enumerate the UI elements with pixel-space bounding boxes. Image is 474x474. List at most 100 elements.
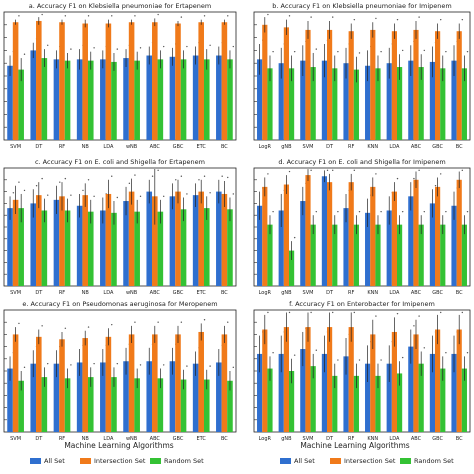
outlier-point <box>157 321 159 323</box>
bar-all-abc <box>146 191 153 286</box>
bar-all-etc <box>192 363 199 432</box>
bar-random-rf <box>353 375 359 432</box>
outlier-point <box>232 366 235 369</box>
outlier-point <box>23 53 26 55</box>
bar-random-lda <box>396 67 403 140</box>
bar-random-lda <box>111 212 117 286</box>
bar-all-dt <box>321 176 328 286</box>
bar-all-dt <box>321 353 328 432</box>
bar-random-gbc <box>180 59 187 140</box>
bar-intersection-lda <box>105 336 112 432</box>
bar-random-bc <box>227 209 233 286</box>
bar-all-wnb <box>123 201 129 286</box>
bar-all-lda <box>386 210 392 286</box>
outlier-point <box>375 315 377 317</box>
outlier-point <box>466 50 469 53</box>
bar-all-bc <box>216 191 222 286</box>
bar-random-rf <box>64 378 71 432</box>
x-tick-label: LDA <box>103 436 114 442</box>
outlier-point <box>353 169 356 172</box>
bar-random-abc <box>418 224 424 286</box>
chart-title: e. Accuracy F1 on Pseudomonas aeruginosa… <box>22 300 217 308</box>
bar-intersection-rf <box>348 31 354 141</box>
legend-swatch-intersection <box>80 458 91 464</box>
outlier-point <box>380 359 382 361</box>
x-tick-label: NB <box>82 436 90 442</box>
bar-random-rf <box>64 60 71 140</box>
outlier-point <box>203 15 206 17</box>
legend-label-all: All Set <box>44 457 65 465</box>
bar-intersection-gbc <box>435 31 441 141</box>
bar-intersection-logr <box>262 186 268 286</box>
x-tick-label: RF <box>59 436 65 442</box>
bar-random-gnb <box>288 371 295 432</box>
x-tick-label: GBC <box>432 290 443 296</box>
outlier-point <box>209 44 211 46</box>
bar-intersection-bc <box>221 193 228 286</box>
outlier-point <box>111 323 113 326</box>
outlier-point <box>440 18 442 21</box>
outlier-point <box>358 210 361 213</box>
outlier-point <box>23 189 26 192</box>
outlier-point <box>18 181 20 183</box>
bar-random-gbc <box>180 209 187 286</box>
bar-intersection-gbc <box>435 329 441 432</box>
bar-intersection-abc <box>152 196 158 286</box>
outlier-point <box>47 362 49 365</box>
outlier-point <box>139 47 142 49</box>
x-tick-label: gNB <box>281 144 292 150</box>
x-tick-label: SVM <box>303 290 314 296</box>
x-tick-label: ABC <box>411 290 422 296</box>
bar-random-knn <box>375 224 381 286</box>
bar-intersection-logr <box>262 24 268 140</box>
x-tick-label: GBC <box>432 436 443 442</box>
legend-right: All Set Intersection Set Random Set <box>280 457 454 465</box>
x-tick-label: BC <box>456 436 463 442</box>
bar-all-etc <box>192 195 199 286</box>
x-tick-label: LDA <box>389 436 400 442</box>
bar-all-dt <box>321 60 328 140</box>
outlier-point <box>326 169 329 172</box>
x-tick-label: LDA <box>389 290 400 296</box>
bar-intersection-wnb <box>128 191 135 286</box>
bar-all-nb <box>76 59 83 140</box>
legend-label-intersection: Intersection Set <box>94 457 146 465</box>
bar-random-lda <box>396 224 403 286</box>
x-tick-label: RF <box>59 290 65 296</box>
bar-random-rf <box>64 210 71 286</box>
bar-intersection-bc <box>456 31 462 141</box>
x-tick-label: BC <box>221 290 228 296</box>
bar-intersection-dt <box>36 336 42 432</box>
x-tick-label: SVM <box>10 290 21 296</box>
outlier-point <box>418 315 420 317</box>
outlier-point <box>70 48 72 50</box>
x-tick-label: ABC <box>150 144 161 150</box>
x-tick-label: wNB <box>126 436 138 442</box>
bar-random-rf <box>353 69 359 140</box>
bar-all-etc <box>192 55 199 140</box>
outlier-point <box>134 15 136 17</box>
outlier-point <box>116 196 119 199</box>
chart-title: c. Accuracy F1 on E. coli and Shigella f… <box>35 158 205 166</box>
bar-intersection-lda <box>391 31 397 141</box>
outlier-point <box>18 15 20 17</box>
outlier-point <box>440 311 442 314</box>
bar-intersection-abc <box>152 22 158 141</box>
bar-random-knn <box>375 68 381 140</box>
outlier-point <box>293 50 296 53</box>
x-tick-label: gNB <box>281 290 292 296</box>
outlier-point <box>423 210 425 213</box>
outlier-point <box>293 354 296 356</box>
outlier-point <box>186 365 188 367</box>
x-tick-label: KNN <box>367 290 378 296</box>
outlier-point <box>87 326 90 328</box>
bar-all-lda <box>100 210 106 286</box>
legend-swatch-all <box>280 458 291 464</box>
x-tick-label: DT <box>35 436 43 442</box>
bar-random-dt <box>332 224 338 286</box>
x-tick-label: SVM <box>10 144 21 150</box>
x-tick-label: wNB <box>126 144 138 150</box>
outlier-point <box>310 16 312 18</box>
bar-random-abc <box>157 59 164 140</box>
